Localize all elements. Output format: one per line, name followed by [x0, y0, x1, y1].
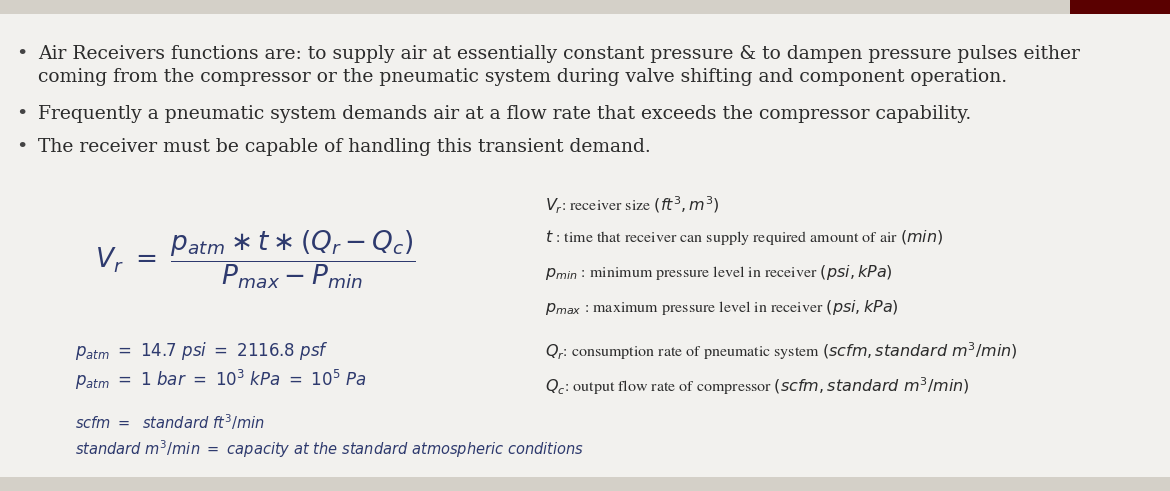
- Bar: [0, 477, 1170, 491]
- Bar: [0, 0, 1170, 14]
- Text: $Q_r$: consumption rate of pneumatic system $(scfm, standard\ m^3/min)$: $Q_r$: consumption rate of pneumatic sys…: [545, 340, 1018, 362]
- Text: $p_{min}$ : minimum pressure level in receiver $(psi, kPa)$: $p_{min}$ : minimum pressure level in re…: [545, 263, 893, 282]
- Text: $V_r$: receiver size $(ft^3, m^3)$: $V_r$: receiver size $(ft^3, m^3)$: [545, 195, 720, 216]
- Text: Frequently a pneumatic system demands air at a flow rate that exceeds the compre: Frequently a pneumatic system demands ai…: [37, 105, 971, 123]
- Text: •: •: [16, 138, 28, 156]
- Text: $\mathit{p_{atm}}\ \mathit{=\ 1\ bar\ =\ 10^3\ kPa\ =\ 10^5\ Pa}$: $\mathit{p_{atm}}\ \mathit{=\ 1\ bar\ =\…: [75, 368, 366, 392]
- Text: Air Receivers functions are: to supply air at essentially constant pressure & to: Air Receivers functions are: to supply a…: [37, 45, 1080, 63]
- Bar: [1071, 0, 1170, 14]
- Text: The receiver must be capable of handling this transient demand.: The receiver must be capable of handling…: [37, 138, 651, 156]
- Text: $\mathit{p_{atm}}\ \mathit{=\ 14.7\ psi\ =\ 2116.8\ psf}$: $\mathit{p_{atm}}\ \mathit{=\ 14.7\ psi\…: [75, 340, 329, 362]
- Text: •: •: [16, 105, 28, 123]
- Text: $\mathit{standard\ m^3/min\ =\ capacity\ at\ the\ standard\ atmospheric\ conditi: $\mathit{standard\ m^3/min\ =\ capacity\…: [75, 438, 584, 460]
- Text: $p_{max}$ : maximum pressure level in receiver $(psi, kPa)$: $p_{max}$ : maximum pressure level in re…: [545, 298, 899, 317]
- Text: $V_r\ =\ \dfrac{p_{atm} \ast t \ast (Q_r - Q_c)}{P_{max} - P_{min}}$: $V_r\ =\ \dfrac{p_{atm} \ast t \ast (Q_r…: [95, 229, 415, 291]
- Text: •: •: [16, 45, 28, 63]
- Text: coming from the compressor or the pneumatic system during valve shifting and com: coming from the compressor or the pneuma…: [37, 68, 1007, 86]
- Text: $Q_c$: output flow rate of compressor $(scfm, standard\ m^3/min)$: $Q_c$: output flow rate of compressor $(…: [545, 375, 970, 397]
- Text: $t$ : time that receiver can supply required amount of air $(min)$: $t$ : time that receiver can supply requ…: [545, 228, 943, 247]
- Text: $\mathit{scfm\ =\ \ standard\ ft^3/min}$: $\mathit{scfm\ =\ \ standard\ ft^3/min}$: [75, 412, 264, 432]
